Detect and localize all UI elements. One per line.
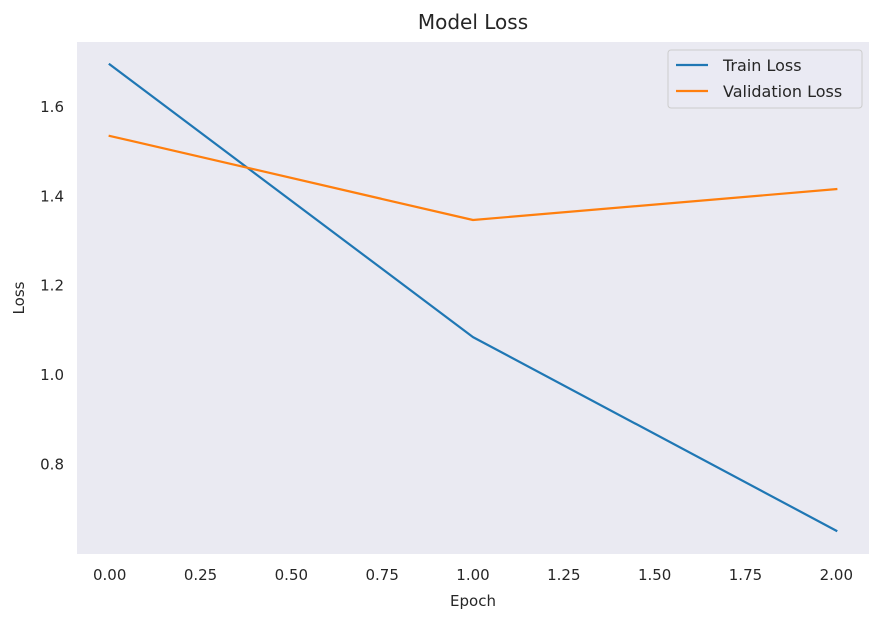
y-tick-label: 1.2 (40, 277, 64, 295)
legend: Train Loss Validation Loss (667, 49, 863, 109)
x-tick-label: 2.00 (820, 566, 853, 584)
y-tick-label: 0.8 (40, 456, 64, 474)
legend-label: Validation Loss (723, 82, 842, 101)
series-line-train-loss (108, 62, 838, 533)
x-tick-label: 0.00 (93, 566, 126, 584)
plot-area (77, 42, 869, 554)
x-tick-label: 1.00 (456, 566, 489, 584)
x-tick-label: 0.50 (275, 566, 308, 584)
x-axis-label: Epoch (450, 592, 496, 610)
x-axis-ticks: 0.00 0.25 0.50 0.75 1.00 1.25 1.50 1.75 2.00 (93, 566, 853, 584)
y-tick-label: 1.4 (40, 187, 64, 205)
chart-title: Model Loss (418, 10, 528, 34)
series-layer (108, 62, 838, 533)
x-tick-label: 1.25 (547, 566, 580, 584)
x-tick-label: 1.75 (729, 566, 762, 584)
x-tick-label: 0.75 (365, 566, 398, 584)
legend-box (667, 49, 863, 109)
y-axis-label: Loss (10, 281, 28, 314)
x-tick-label: 0.25 (184, 566, 217, 584)
x-tick-label: 1.50 (638, 566, 671, 584)
y-tick-label: 1.0 (40, 366, 64, 384)
y-tick-label: 1.6 (40, 98, 64, 116)
series-line-validation-loss (108, 134, 838, 222)
legend-label: Train Loss (722, 56, 802, 75)
y-axis-ticks: 0.8 1.0 1.2 1.4 1.6 (40, 98, 64, 474)
